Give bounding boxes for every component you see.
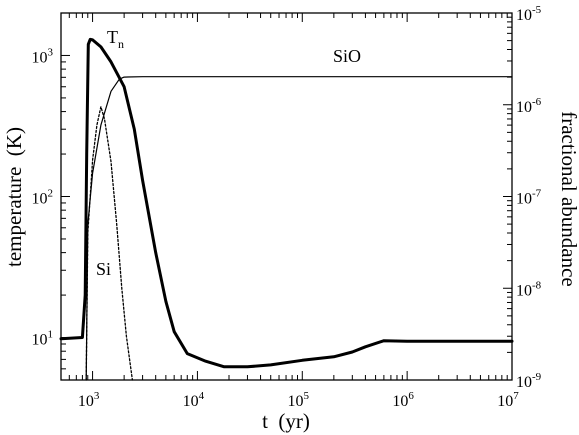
- series-label-si: Si: [96, 259, 111, 279]
- y-left-tick-label: 101: [32, 329, 54, 349]
- y-right-tick-label: 10-7: [516, 188, 542, 208]
- x-tick-label: 106: [392, 390, 414, 410]
- x-tick-label: 103: [78, 390, 100, 410]
- y-left-tick-label: 102: [32, 188, 54, 208]
- plot-frame: [60, 12, 513, 381]
- series-group: [59, 37, 514, 381]
- y-right-tick-label: 10-9: [516, 371, 542, 391]
- x-tick-label: 104: [183, 390, 205, 410]
- y-right-tick-label: 10-5: [516, 4, 542, 24]
- x-tick-label: 107: [497, 390, 519, 410]
- y-axis-label-left: temperature (K): [2, 127, 26, 267]
- y-axis-label-right: fractional abundance: [557, 111, 579, 287]
- y-right-tick-label: 10-6: [516, 96, 542, 116]
- tick-marks: [60, 12, 513, 381]
- tick-labels: 103 104 105 106 107 101 102 103 10-9 10-8 10-7 10-6…: [32, 4, 542, 410]
- series-label-sio: SiO: [333, 46, 361, 66]
- series-line-t-n: [59, 37, 514, 369]
- y-left-tick-label: 103: [32, 46, 54, 66]
- x-tick-label: 105: [288, 390, 310, 410]
- series-label-tn: Tn: [107, 27, 124, 51]
- y-right-tick-label: 10-8: [516, 279, 542, 299]
- x-axis-label: t (yr): [262, 409, 310, 433]
- series-line-si: [85, 106, 134, 381]
- series-labels: Tn SiO Si: [96, 27, 361, 279]
